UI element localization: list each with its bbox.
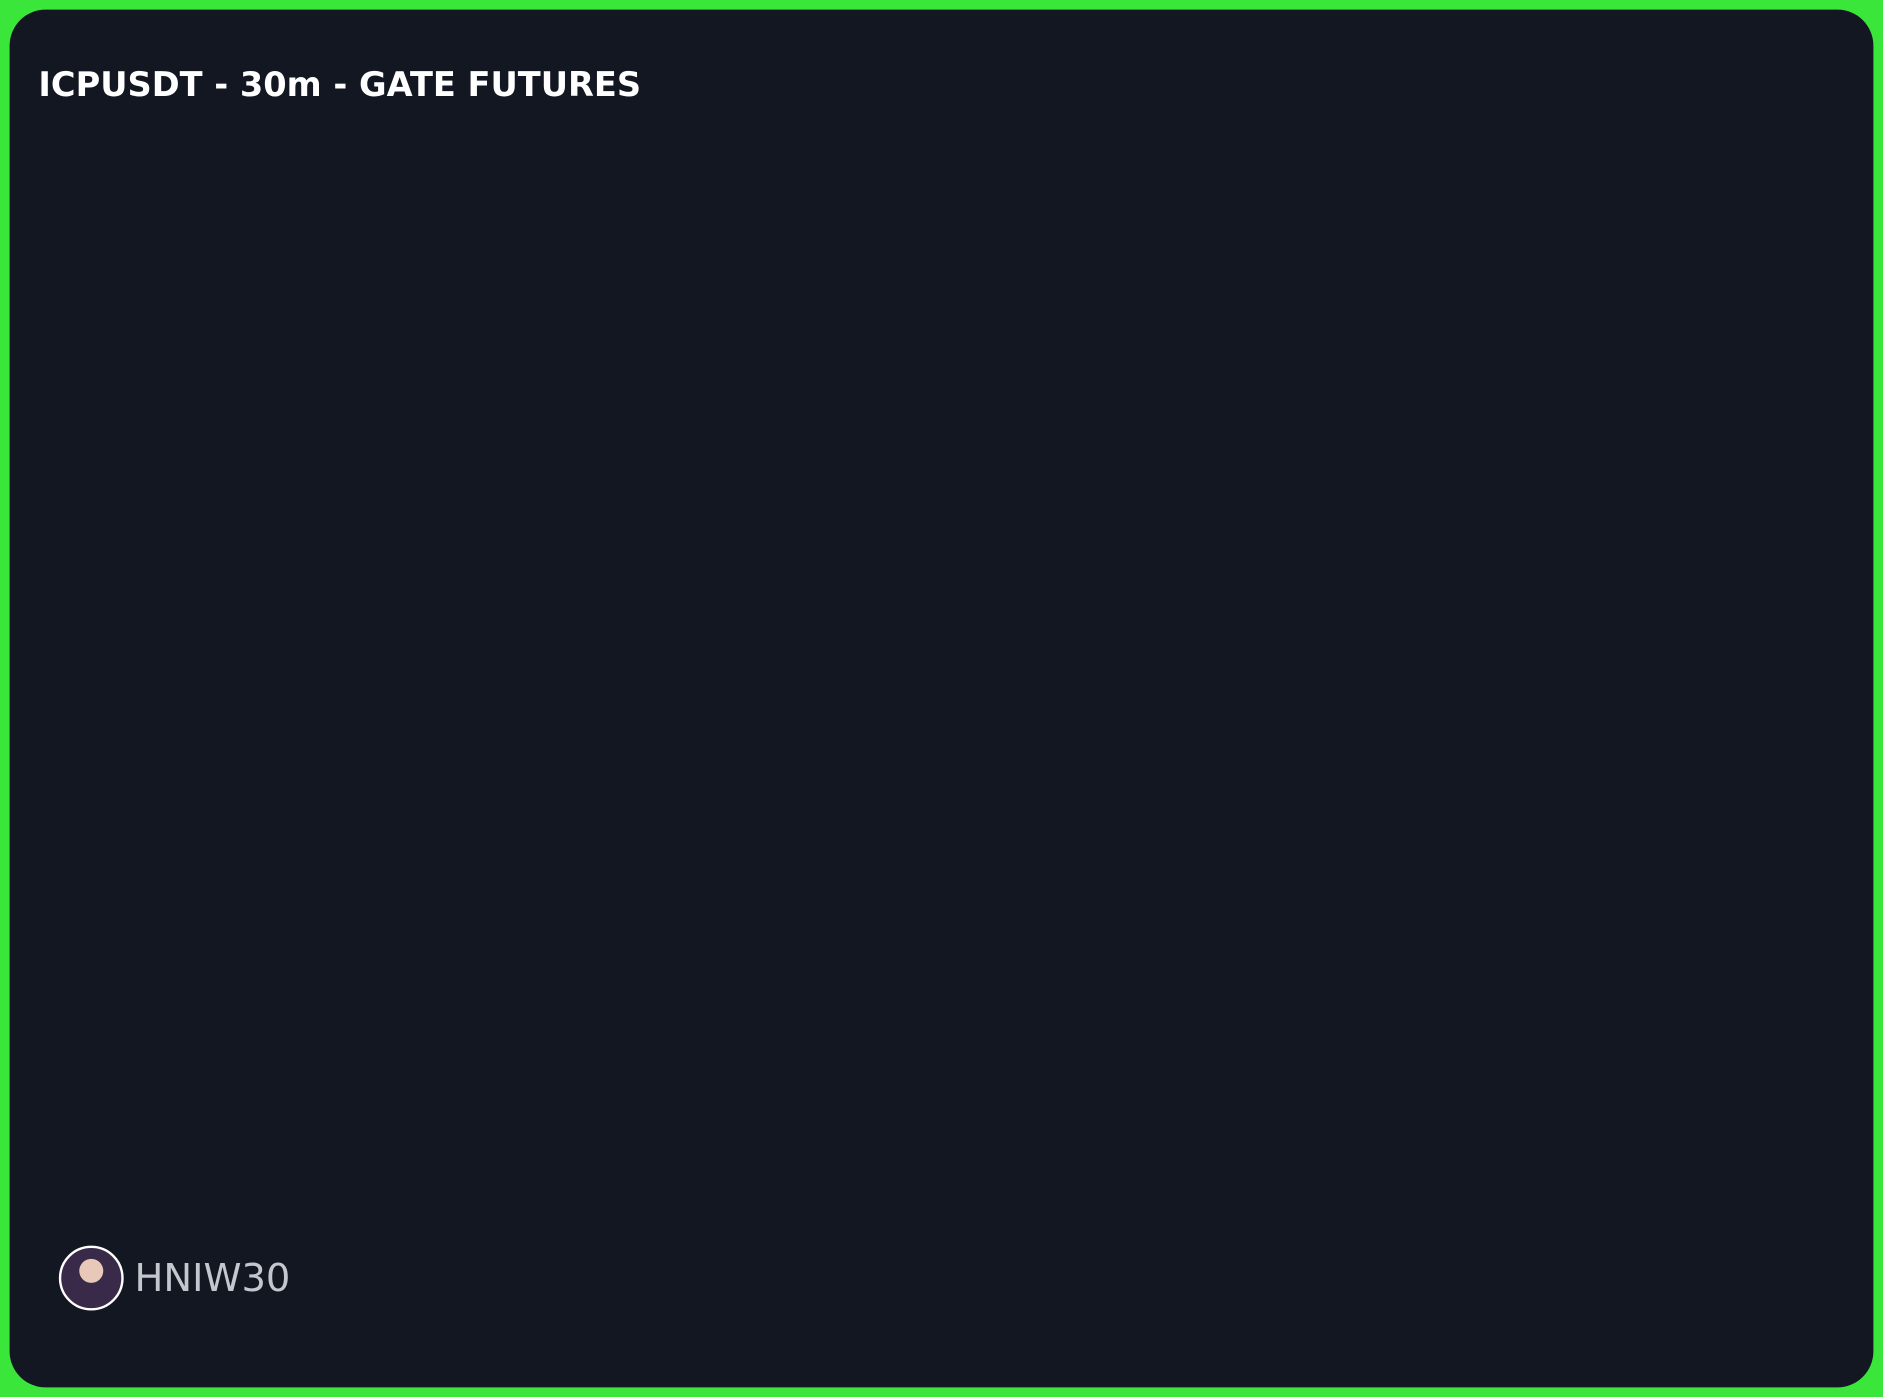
chart-title: ICPUSDT - 30m - GATE FUTURES: [38, 65, 641, 104]
background: [9, 9, 1874, 1388]
avatar-face: [79, 1258, 104, 1283]
watermark-text: HNIW30: [135, 1256, 291, 1301]
watermark: HNIW30: [58, 1245, 291, 1311]
